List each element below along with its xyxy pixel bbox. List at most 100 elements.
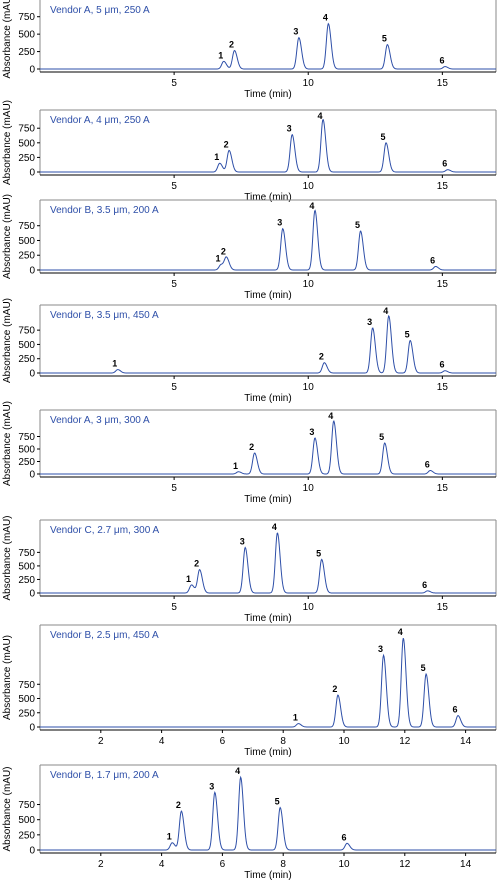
y-tick-label: 500	[18, 815, 35, 826]
y-tick-label: 750	[18, 124, 35, 135]
peak-label: 1	[167, 832, 172, 842]
x-tick-label: 12	[399, 859, 411, 870]
x-tick-label: 8	[280, 736, 286, 747]
x-tick-label: 10	[338, 859, 350, 870]
peak-label: 6	[452, 705, 457, 715]
peak-label: 6	[422, 580, 427, 590]
panel-title: Vendor B, 1.7 μm, 200 A	[50, 770, 159, 781]
peak-label: 3	[309, 427, 314, 437]
peak-label: 1	[186, 574, 191, 584]
peak-label: 2	[249, 442, 254, 452]
peak-label: 2	[319, 352, 324, 362]
y-tick-label: 250	[18, 457, 35, 468]
y-tick-label: 0	[29, 846, 35, 857]
x-tick-label: 5	[171, 181, 177, 192]
x-tick-label: 4	[159, 859, 165, 870]
peak-label: 5	[405, 329, 410, 339]
peak-label: 3	[287, 124, 292, 134]
x-axis-label: Time (min)	[244, 613, 291, 624]
peak-label: 3	[367, 317, 372, 327]
panel-title: Vendor B, 2.5 μm, 450 A	[50, 630, 159, 641]
y-tick-label: 0	[29, 65, 35, 76]
x-axis-label: Time (min)	[244, 494, 291, 505]
chromatogram-trace	[40, 22, 496, 70]
x-tick-label: 2	[98, 859, 104, 870]
chromatogram-panel: Vendor A, 4 μm, 250 A 0 250 500 750 Absorbanc…	[2, 100, 497, 203]
x-axis-label: Time (min)	[244, 192, 291, 203]
peak-label: 1	[218, 50, 223, 60]
y-tick-label: 250	[18, 153, 35, 164]
y-tick-label: 0	[29, 369, 35, 380]
y-axis-label: Absorbance (mAU)	[2, 194, 13, 279]
peak-label: 5	[275, 797, 280, 807]
y-axis-label: Absorbance (mAU)	[2, 0, 13, 79]
peak-label: 4	[272, 522, 277, 532]
x-axis-label: Time (min)	[244, 747, 291, 758]
y-axis-label: Absorbance (mAU)	[2, 100, 13, 185]
x-axis-label: Time (min)	[244, 290, 291, 301]
y-tick-label: 750	[18, 326, 35, 337]
peak-label: 3	[378, 644, 383, 654]
panel-title: Vendor A, 4 μm, 250 A	[50, 115, 150, 126]
y-tick-label: 500	[18, 30, 35, 41]
x-tick-label: 8	[280, 859, 286, 870]
peak-label: 5	[421, 663, 426, 673]
x-axis-label: Time (min)	[244, 393, 291, 404]
y-tick-label: 250	[18, 575, 35, 586]
chromatogram-panel: Vendor B, 3.5 μm, 200 A 0 250 500 750 Absorba…	[2, 194, 497, 301]
y-tick-label: 500	[18, 236, 35, 247]
y-tick-label: 0	[29, 589, 35, 600]
y-tick-label: 750	[18, 548, 35, 559]
y-tick-label: 250	[18, 354, 35, 365]
peak-label: 1	[216, 254, 221, 264]
peak-label: 6	[430, 255, 435, 265]
peak-label: 2	[332, 684, 337, 694]
x-tick-label: 2	[98, 736, 104, 747]
chromatogram-panel: Vendor B, 1.7 μm, 200 A 0 250 500 750 Absorba…	[2, 764, 497, 881]
peak-label: 5	[355, 220, 360, 230]
x-tick-label: 4	[159, 736, 165, 747]
peak-label: 6	[442, 159, 447, 169]
x-tick-label: 15	[437, 181, 449, 192]
x-tick-label: 14	[460, 859, 472, 870]
chromatogram-trace	[40, 775, 496, 851]
y-tick-label: 250	[18, 708, 35, 719]
y-tick-label: 0	[29, 168, 35, 179]
y-axis-label: Absorbance (mAU)	[2, 766, 13, 851]
chromatogram-panel: Vendor B, 3.5 μm, 450 A 0 250 500 750 Absorba…	[2, 298, 497, 404]
x-tick-label: 15	[437, 382, 449, 393]
x-tick-label: 10	[303, 483, 315, 494]
x-tick-label: 15	[437, 602, 449, 613]
y-tick-label: 500	[18, 561, 35, 572]
peak-label: 4	[383, 306, 388, 316]
x-tick-label: 5	[171, 602, 177, 613]
x-tick-label: 10	[303, 602, 315, 613]
chromatogram-panel: Vendor B, 2.5 μm, 450 A 0 250 500 750 Absorba…	[2, 624, 497, 758]
y-tick-label: 500	[18, 138, 35, 149]
chromatogram-trace	[40, 532, 496, 594]
x-tick-label: 5	[171, 279, 177, 290]
y-tick-label: 250	[18, 830, 35, 841]
panel-title: Vendor B, 3.5 μm, 200 A	[50, 205, 159, 216]
peak-label: 2	[224, 139, 229, 149]
chromatogram-trace	[40, 118, 496, 173]
peak-label: 4	[235, 766, 240, 776]
x-tick-label: 6	[220, 736, 226, 747]
y-tick-label: 750	[18, 432, 35, 443]
peak-label: 2	[176, 800, 181, 810]
x-tick-label: 10	[303, 279, 315, 290]
chromatogram-trace	[40, 637, 496, 728]
peak-label: 4	[309, 201, 314, 211]
y-tick-label: 500	[18, 340, 35, 351]
y-tick-label: 500	[18, 445, 35, 456]
y-tick-label: 750	[18, 221, 35, 232]
x-tick-label: 15	[437, 279, 449, 290]
chromatogram-panel: Vendor A, 5 μm, 250 A 0 250 500 750 Absorbanc…	[2, 0, 497, 100]
peak-label: 5	[379, 432, 384, 442]
panel-title: Vendor A, 3 μm, 300 A	[50, 415, 150, 426]
x-tick-label: 10	[303, 382, 315, 393]
x-tick-label: 10	[338, 736, 350, 747]
